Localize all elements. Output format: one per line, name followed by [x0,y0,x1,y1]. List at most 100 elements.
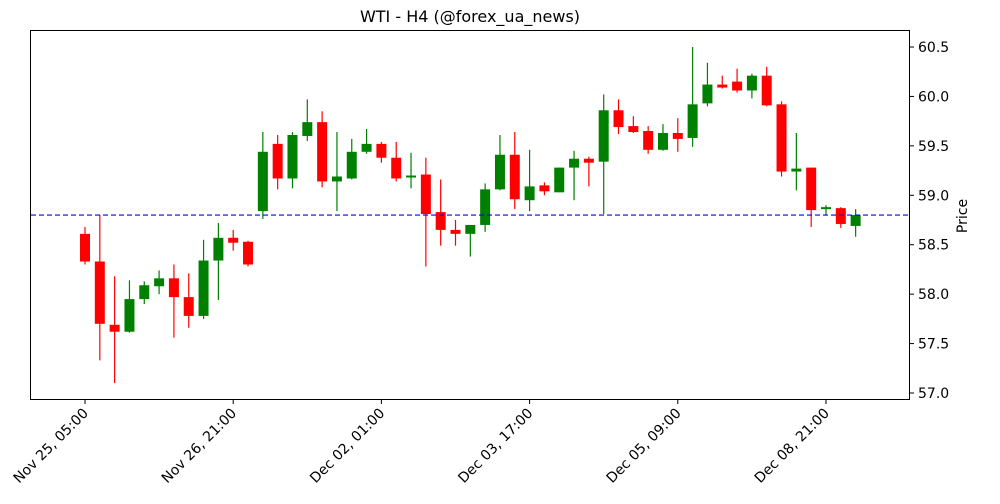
candle-body [450,229,461,234]
candle-bullish [821,205,831,216]
candle-body [228,237,239,243]
candle-body [569,158,580,168]
candle-body [154,278,165,287]
candle-bullish [480,183,491,232]
candle-body [806,167,817,211]
candle-bearish [243,240,254,267]
candle-bullish [702,62,713,107]
candle-bullish [465,224,476,257]
candle-body [302,122,313,136]
candle-body [835,208,846,224]
y-tick-label: 60.0 [918,89,949,105]
candle-bearish [628,116,639,134]
candle-body [643,131,654,150]
candle-bearish [643,126,654,154]
candle-body [94,261,105,324]
candle-body [287,134,298,179]
candle-body [272,143,283,179]
candle-bearish [317,111,328,188]
y-tick-label: 59.0 [918,188,949,204]
candle-bearish [776,101,787,177]
candle-bullish [139,281,150,305]
candle-bearish [450,220,461,246]
plot-frame [30,30,910,400]
candle-bullish [406,152,417,189]
candle-bearish [80,226,90,265]
candle-bearish [228,229,239,251]
candle-body [613,110,624,128]
y-axis-label: Price [955,199,971,233]
candle-body [480,189,491,225]
candle-bearish [732,68,743,93]
candle-bullish [124,280,135,333]
candle-bullish [346,138,357,180]
candle-bearish [835,207,846,228]
candle-body [435,212,446,230]
candle-bullish [494,134,505,191]
y-tick-label: 60.5 [918,40,949,56]
y-tick-label: 58.5 [918,238,949,254]
x-tick-label: Nov 26, 21:00 [159,406,240,487]
candle-bearish [376,141,387,163]
candle-body [183,297,194,316]
candle-body [672,133,683,139]
candle-bearish [94,215,105,361]
candle-body [583,158,594,163]
candle-bullish [687,47,698,147]
candle-body [702,84,713,104]
candle-body [554,167,565,193]
candle-body [746,75,757,91]
candle-bearish [168,264,179,338]
candle-body [331,176,342,182]
candle-bullish [598,94,609,215]
candle-bullish [791,133,802,191]
candle-body [124,299,135,332]
candle-bullish [331,132,342,212]
candle-body [465,224,476,234]
y-axis: 57.0 57.5 58.0 58.5 59.0 59.5 60.0 60.5 [910,40,949,402]
candle-body [257,151,268,212]
candle-bullish [657,124,668,151]
candle-bearish [613,99,624,134]
candle-bullish [746,73,757,99]
candle-bearish [109,276,120,384]
candle-bullish [524,149,535,212]
candle-body [761,75,772,106]
candle-body [628,126,639,133]
candle-body [168,278,179,298]
candle-bearish [583,156,594,187]
candle-body [109,324,120,332]
candle-bullish [850,209,861,237]
candle-bullish [287,132,298,189]
candle-body [687,104,698,138]
candle-bearish [391,141,402,182]
candle-body [213,237,224,261]
candle-body [598,110,609,162]
candle-bearish [672,118,683,152]
candle-bullish [257,132,268,220]
candle-body [376,143,387,158]
x-tick-label: Dec 02, 01:00 [307,406,388,487]
candle-body [776,104,787,172]
candle-bullish [302,99,313,141]
candle-bullish [213,222,224,301]
candle-body [524,186,535,201]
candle-bearish [420,157,431,267]
candle-body [243,241,254,265]
x-tick-label: Dec 05, 09:00 [604,406,685,487]
x-tick-label: Dec 03, 17:00 [455,406,536,487]
candle-bearish [717,75,728,89]
candle-bullish [554,167,565,193]
candle-body [821,207,831,210]
candle-bullish [361,129,372,154]
candle-body [539,185,550,192]
candle-bearish [435,179,446,246]
candle-body [361,143,372,152]
candle-body [317,122,328,182]
candle-bearish [761,66,772,107]
candle-body [420,174,431,215]
x-tick-label: Nov 25, 05:00 [11,406,92,487]
y-tick-label: 57.0 [918,386,949,402]
candle-body [198,260,209,316]
